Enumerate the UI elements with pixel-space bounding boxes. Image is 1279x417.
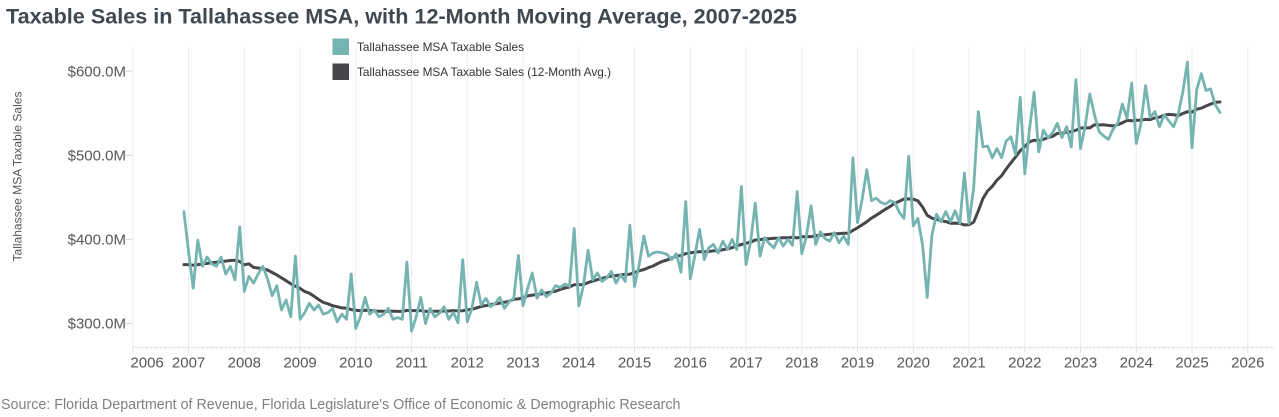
svg-text:2014: 2014 [562,355,595,372]
svg-text:Tallahassee MSA Taxable Sales: Tallahassee MSA Taxable Sales [357,40,524,54]
svg-text:2016: 2016 [674,355,707,372]
svg-text:2023: 2023 [1064,355,1097,372]
svg-text:2018: 2018 [785,355,818,372]
svg-text:2022: 2022 [1008,355,1041,372]
svg-text:2011: 2011 [395,355,427,372]
svg-text:2020: 2020 [897,355,930,372]
svg-text:2015: 2015 [618,355,651,372]
svg-text:$300.0M: $300.0M [68,316,126,333]
svg-text:2017: 2017 [729,355,762,372]
svg-text:Taxable Sales in Tallahassee M: Taxable Sales in Tallahassee MSA, with 1… [6,4,797,29]
svg-text:Source: Florida Department of: Source: Florida Department of Revenue, F… [1,397,681,413]
svg-text:2019: 2019 [841,355,874,372]
svg-text:2009: 2009 [283,355,316,372]
svg-text:$400.0M: $400.0M [68,232,126,249]
svg-text:2012: 2012 [451,355,484,372]
svg-text:2010: 2010 [339,355,372,372]
svg-text:2008: 2008 [228,355,261,372]
svg-text:Tallahassee MSA Taxable Sales: Tallahassee MSA Taxable Sales [11,92,25,262]
svg-text:2013: 2013 [506,355,539,372]
svg-text:2007: 2007 [172,355,205,372]
svg-text:$500.0M: $500.0M [68,148,126,165]
svg-text:2006: 2006 [130,355,163,372]
svg-text:2024: 2024 [1120,355,1153,372]
svg-text:2025: 2025 [1175,355,1208,372]
svg-text:Tallahassee MSA Taxable Sales: Tallahassee MSA Taxable Sales (12-Month … [357,65,611,79]
svg-text:$600.0M: $600.0M [68,63,126,80]
svg-text:2021: 2021 [952,355,985,372]
svg-text:2026: 2026 [1231,355,1264,372]
